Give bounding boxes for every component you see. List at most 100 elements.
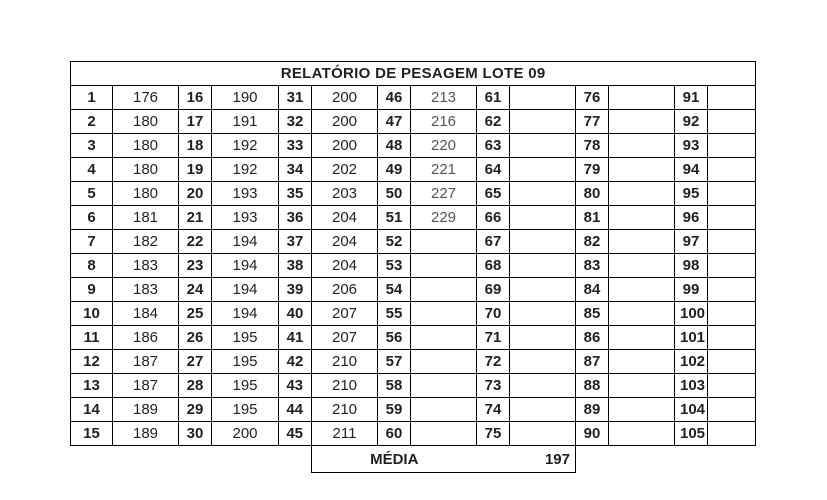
- weight-cell-empty[interactable]: [509, 397, 576, 422]
- animal-index-cell[interactable]: 94: [674, 157, 708, 182]
- animal-index-cell[interactable]: 27: [178, 349, 212, 374]
- weight-cell[interactable]: 180: [112, 181, 179, 206]
- weight-cell-empty[interactable]: [509, 277, 576, 302]
- animal-index-cell[interactable]: 74: [476, 397, 510, 422]
- animal-index-cell[interactable]: 20: [178, 181, 212, 206]
- weight-cell-empty[interactable]: [410, 253, 477, 278]
- weight-cell-empty[interactable]: [706, 253, 757, 278]
- animal-index-cell[interactable]: 60: [377, 421, 411, 446]
- weight-cell-empty[interactable]: [706, 373, 757, 398]
- weight-cell-empty[interactable]: [410, 229, 477, 254]
- animal-index-cell[interactable]: 4: [70, 157, 113, 182]
- weight-cell[interactable]: 213: [410, 85, 477, 110]
- animal-index-cell[interactable]: 81: [575, 205, 609, 230]
- weight-cell-empty[interactable]: [608, 325, 675, 350]
- weight-cell-empty[interactable]: [509, 85, 576, 110]
- animal-index-cell[interactable]: 90: [575, 421, 609, 446]
- animal-index-cell[interactable]: 48: [377, 133, 411, 158]
- animal-index-cell[interactable]: 92: [674, 109, 708, 134]
- weight-cell-empty[interactable]: [608, 181, 675, 206]
- animal-index-cell[interactable]: 6: [70, 205, 113, 230]
- animal-index-cell[interactable]: 42: [278, 349, 312, 374]
- animal-index-cell[interactable]: 62: [476, 109, 510, 134]
- weight-cell-empty[interactable]: [706, 325, 757, 350]
- animal-index-cell[interactable]: 68: [476, 253, 510, 278]
- animal-index-cell[interactable]: 5: [70, 181, 113, 206]
- weight-cell-empty[interactable]: [410, 277, 477, 302]
- weight-cell-empty[interactable]: [706, 181, 757, 206]
- weight-cell[interactable]: 194: [211, 277, 279, 302]
- animal-index-cell[interactable]: 40: [278, 301, 312, 326]
- weight-cell-empty[interactable]: [706, 85, 757, 110]
- animal-index-cell[interactable]: 59: [377, 397, 411, 422]
- weight-cell-empty[interactable]: [410, 397, 477, 422]
- weight-cell[interactable]: 227: [410, 181, 477, 206]
- weight-cell-empty[interactable]: [706, 157, 757, 182]
- weight-cell[interactable]: 180: [112, 109, 179, 134]
- animal-index-cell[interactable]: 46: [377, 85, 411, 110]
- animal-index-cell[interactable]: 77: [575, 109, 609, 134]
- weight-cell-empty[interactable]: [509, 157, 576, 182]
- weight-cell-empty[interactable]: [608, 205, 675, 230]
- weight-cell-empty[interactable]: [608, 397, 675, 422]
- weight-cell-empty[interactable]: [706, 421, 757, 446]
- weight-cell[interactable]: 195: [211, 373, 279, 398]
- weight-cell-empty[interactable]: [608, 109, 675, 134]
- animal-index-cell[interactable]: 86: [575, 325, 609, 350]
- animal-index-cell[interactable]: 55: [377, 301, 411, 326]
- weight-cell[interactable]: 183: [112, 277, 179, 302]
- animal-index-cell[interactable]: 78: [575, 133, 609, 158]
- animal-index-cell[interactable]: 49: [377, 157, 411, 182]
- weight-cell[interactable]: 200: [311, 85, 378, 110]
- weight-cell[interactable]: 204: [311, 229, 378, 254]
- weight-cell[interactable]: 202: [311, 157, 378, 182]
- animal-index-cell[interactable]: 61: [476, 85, 510, 110]
- weight-cell[interactable]: 180: [112, 133, 179, 158]
- weight-cell-empty[interactable]: [608, 85, 675, 110]
- animal-index-cell[interactable]: 39: [278, 277, 312, 302]
- animal-index-cell[interactable]: 8: [70, 253, 113, 278]
- weight-cell-empty[interactable]: [509, 421, 576, 446]
- weight-cell[interactable]: 195: [211, 349, 279, 374]
- animal-index-cell[interactable]: 75: [476, 421, 510, 446]
- weight-cell[interactable]: 192: [211, 157, 279, 182]
- animal-index-cell[interactable]: 21: [178, 205, 212, 230]
- weight-cell-empty[interactable]: [608, 301, 675, 326]
- animal-index-cell[interactable]: 3: [70, 133, 113, 158]
- animal-index-cell[interactable]: 82: [575, 229, 609, 254]
- animal-index-cell[interactable]: 10: [70, 301, 113, 326]
- weight-cell-empty[interactable]: [509, 373, 576, 398]
- animal-index-cell[interactable]: 16: [178, 85, 212, 110]
- animal-index-cell[interactable]: 31: [278, 85, 312, 110]
- animal-index-cell[interactable]: 38: [278, 253, 312, 278]
- animal-index-cell[interactable]: 23: [178, 253, 212, 278]
- weight-cell[interactable]: 221: [410, 157, 477, 182]
- weight-cell-empty[interactable]: [509, 349, 576, 374]
- animal-index-cell[interactable]: 97: [674, 229, 708, 254]
- animal-index-cell[interactable]: 69: [476, 277, 510, 302]
- animal-index-cell[interactable]: 52: [377, 229, 411, 254]
- animal-index-cell[interactable]: 33: [278, 133, 312, 158]
- animal-index-cell[interactable]: 24: [178, 277, 212, 302]
- weight-cell-empty[interactable]: [706, 349, 757, 374]
- animal-index-cell[interactable]: 41: [278, 325, 312, 350]
- weight-cell[interactable]: 204: [311, 253, 378, 278]
- animal-index-cell[interactable]: 51: [377, 205, 411, 230]
- animal-index-cell[interactable]: 22: [178, 229, 212, 254]
- animal-index-cell[interactable]: 64: [476, 157, 510, 182]
- animal-index-cell[interactable]: 17: [178, 109, 212, 134]
- weight-cell[interactable]: 189: [112, 421, 179, 446]
- weight-cell[interactable]: 194: [211, 253, 279, 278]
- animal-index-cell[interactable]: 50: [377, 181, 411, 206]
- weight-cell-empty[interactable]: [509, 253, 576, 278]
- weight-cell-empty[interactable]: [509, 229, 576, 254]
- weight-cell-empty[interactable]: [608, 133, 675, 158]
- weight-cell[interactable]: 183: [112, 253, 179, 278]
- animal-index-cell[interactable]: 53: [377, 253, 411, 278]
- weight-cell-empty[interactable]: [608, 373, 675, 398]
- animal-index-cell[interactable]: 99: [674, 277, 708, 302]
- weight-cell[interactable]: 203: [311, 181, 378, 206]
- animal-index-cell[interactable]: 101: [674, 325, 708, 350]
- animal-index-cell[interactable]: 71: [476, 325, 510, 350]
- weight-cell[interactable]: 193: [211, 181, 279, 206]
